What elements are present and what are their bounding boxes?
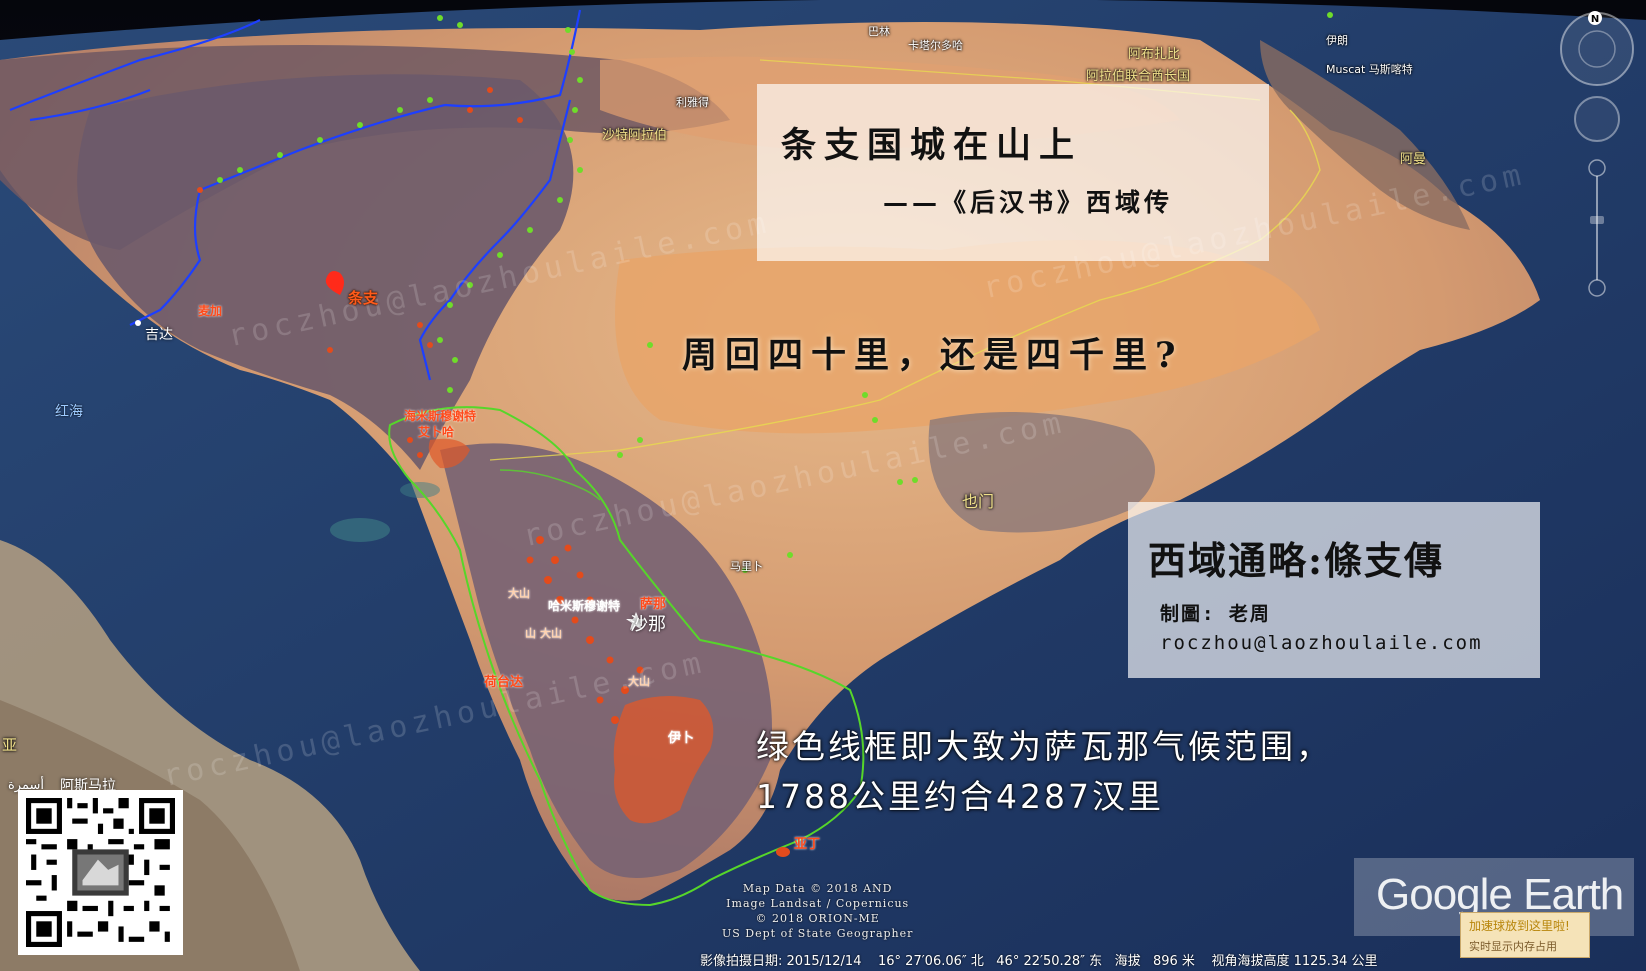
zoom-slider-icon[interactable] bbox=[1588, 159, 1606, 297]
label-hodeidah[interactable]: 荷台达 bbox=[484, 675, 524, 690]
label-saudi[interactable]: 沙特阿拉伯 bbox=[602, 128, 668, 143]
label-sana-marker[interactable]: 萨那 bbox=[640, 597, 667, 612]
attribution-line: US Dept of State Geographer bbox=[722, 927, 914, 940]
label-asmara[interactable]: 阿斯马拉 bbox=[60, 778, 116, 794]
qr-code bbox=[18, 790, 183, 955]
imagery-date-label: 影像拍摄日期: bbox=[700, 954, 783, 969]
label-mountain: 山 bbox=[525, 627, 536, 640]
latitude: 16° 27′06.06″ 北 bbox=[878, 954, 984, 969]
label-mountain: 大山 bbox=[628, 675, 650, 688]
label-riyadh[interactable]: 利雅得 bbox=[676, 96, 709, 109]
speed-ball-popup[interactable]: 加速球放到这里啦! 实时显示内存占用 bbox=[1460, 912, 1590, 958]
capital-star-icon bbox=[626, 612, 646, 630]
label-aden[interactable]: 亚丁 bbox=[794, 837, 821, 852]
label-abuha[interactable]: 艾卜哈 bbox=[418, 425, 455, 439]
label-yemen[interactable]: 也门 bbox=[962, 492, 995, 511]
label-mountain: 大山 bbox=[540, 627, 562, 640]
label-sana[interactable]: 沙那 bbox=[630, 614, 666, 635]
popup-line-1: 加速球放到这里啦! bbox=[1469, 919, 1570, 933]
label-ibb[interactable]: 伊卜 bbox=[668, 731, 695, 746]
credit-panel: 西域通略:條支傳 制圖: 老周 roczhou@laozhoulaile.com bbox=[1128, 502, 1540, 678]
label-tiaozhi[interactable]: 条支 bbox=[348, 289, 379, 307]
compass-icon[interactable]: N bbox=[1560, 11, 1634, 86]
savanna-note: 绿色线框即大致为萨瓦那气候范围， 1788公里约合4287汉里 bbox=[756, 722, 1332, 822]
elevation: 896 米 bbox=[1152, 954, 1195, 969]
label-red-sea: 红海 bbox=[55, 404, 83, 420]
svg-text:N: N bbox=[1591, 14, 1599, 25]
label-maijia[interactable]: 麦加 bbox=[198, 304, 223, 318]
label-hamad[interactable]: 海米斯穆谢特 bbox=[404, 409, 477, 423]
note-line-1: 绿色线框即大致为萨瓦那气候范围， bbox=[756, 727, 1332, 766]
imagery-date: 2015/12/14 bbox=[786, 954, 862, 969]
map-attribution: Map Data © 2018 AND Image Landsat / Cope… bbox=[722, 881, 913, 941]
placemark-icon bbox=[325, 271, 344, 295]
label-iran[interactable]: 伊朗 bbox=[1326, 34, 1348, 47]
logo-text: Google Earth bbox=[1376, 870, 1624, 919]
label-uae[interactable]: 阿拉伯联合酋长国 bbox=[1086, 69, 1191, 84]
qr-code-icon bbox=[26, 798, 175, 947]
label-bahrain[interactable]: 巴林 bbox=[868, 25, 890, 38]
label-ya[interactable]: 亚 bbox=[2, 736, 18, 754]
label-asmara-ar[interactable]: أسمرة bbox=[8, 778, 45, 793]
longitude: 46° 22′50.28″ 东 bbox=[996, 954, 1103, 969]
route-marker-icon bbox=[776, 847, 790, 857]
status-bar: 影像拍摄日期: 2015/12/14 16° 27′06.06″ 北 46° 2… bbox=[700, 950, 1378, 969]
popup-line-2: 实时显示内存占用 bbox=[1469, 940, 1557, 953]
title-panel: 条支国城在山上 ——《后汉书》西域传 bbox=[757, 84, 1269, 261]
attribution-line: Image Landsat / Copernicus bbox=[726, 897, 910, 910]
route-placemarks bbox=[217, 12, 1333, 573]
credit-title: 西域通略:條支傳 bbox=[1148, 538, 1445, 583]
attribution-line: © 2018 ORION-ME bbox=[755, 912, 880, 925]
label-mountain: 大山 bbox=[508, 587, 530, 600]
navigation-controls[interactable]: N bbox=[1554, 6, 1640, 306]
elevation-label: 海拔 bbox=[1114, 954, 1141, 969]
note-line-2: 1788公里约合4287汉里 bbox=[756, 777, 1164, 816]
page-subtitle: ——《后汉书》西域传 bbox=[883, 188, 1174, 217]
label-oman[interactable]: 阿曼 bbox=[1400, 152, 1427, 167]
label-abu-dhabi[interactable]: 阿布扎比 bbox=[1128, 47, 1181, 62]
highland-markers bbox=[197, 87, 644, 724]
look-joystick-icon[interactable] bbox=[1574, 96, 1620, 142]
eye-altitude-label: 视角海拔高度 bbox=[1211, 954, 1290, 969]
label-muscat[interactable]: Muscat 马斯喀特 bbox=[1326, 63, 1413, 76]
page-title: 条支国城在山上 bbox=[781, 125, 1083, 166]
credit-author: 制圖: 老周 bbox=[1160, 603, 1271, 625]
eye-altitude: 1125.34 公里 bbox=[1293, 954, 1378, 969]
label-khamis: 哈米斯穆谢特 bbox=[548, 599, 621, 613]
credit-email[interactable]: roczhou@laozhoulaile.com bbox=[1160, 632, 1483, 654]
question-text: 周回四十里，还是四千里? bbox=[682, 335, 1184, 376]
label-doha[interactable]: 卡塔尔多哈 bbox=[908, 39, 963, 52]
label-mareb[interactable]: 马里卜 bbox=[730, 560, 763, 573]
label-jida[interactable]: 吉达 bbox=[145, 327, 173, 343]
attribution-line: Map Data © 2018 AND bbox=[742, 882, 893, 895]
